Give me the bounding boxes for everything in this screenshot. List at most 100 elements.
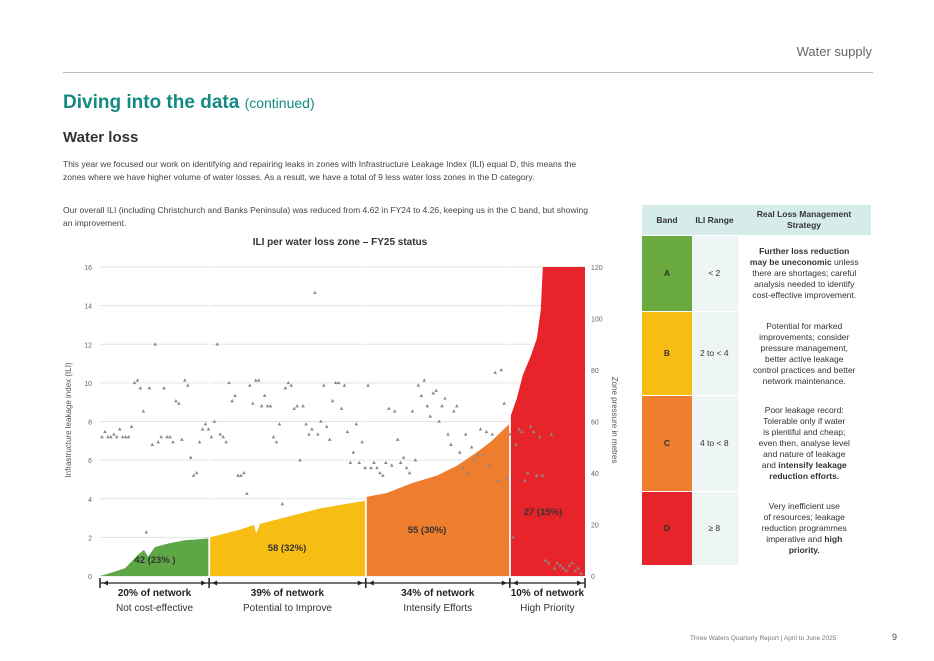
pressure-point bbox=[165, 434, 169, 439]
segment-count-label: 42 (23% ) bbox=[134, 555, 175, 566]
pressure-point bbox=[215, 342, 220, 346]
pressure-point bbox=[573, 568, 577, 573]
pressure-point bbox=[363, 465, 367, 470]
table-header-strategy: Real Loss Management Strategy bbox=[737, 205, 871, 236]
area-not-cost-effective bbox=[100, 538, 210, 576]
pressure-point bbox=[537, 434, 542, 439]
pressure-point bbox=[327, 437, 332, 441]
ili-band-table: Band ILI Range Real Loss Management Stra… bbox=[642, 205, 871, 566]
pressure-point bbox=[502, 401, 506, 405]
section-title: Water loss bbox=[63, 129, 139, 146]
pressure-point bbox=[342, 383, 347, 387]
pressure-point bbox=[307, 432, 311, 436]
pressure-point bbox=[103, 429, 107, 434]
y-tick-label: 12 bbox=[84, 342, 92, 349]
pressure-point bbox=[135, 378, 140, 382]
pressure-point bbox=[106, 434, 110, 439]
pressure-point bbox=[366, 383, 370, 387]
category-label: Intensify Efforts bbox=[403, 603, 472, 614]
pressure-point bbox=[449, 442, 453, 446]
pressure-point bbox=[316, 432, 320, 436]
pressure-point bbox=[191, 473, 196, 477]
pressure-point bbox=[525, 471, 530, 475]
pressure-point bbox=[298, 458, 302, 462]
bracket-arrow-left bbox=[212, 580, 218, 586]
pressure-point bbox=[514, 442, 518, 446]
y-tick-label: 2 bbox=[88, 535, 92, 542]
page-title-suffix: (continued) bbox=[244, 95, 315, 111]
pressure-point bbox=[354, 422, 359, 426]
pressure-point bbox=[256, 378, 261, 382]
pressure-point bbox=[549, 432, 554, 436]
pressure-point bbox=[180, 437, 184, 441]
pressure-point bbox=[292, 406, 296, 410]
y-tick-label: 10 bbox=[84, 381, 92, 388]
pressure-point bbox=[496, 478, 501, 483]
pressure-point bbox=[475, 452, 480, 457]
pressure-point bbox=[295, 404, 299, 408]
y2-tick-label: 0 bbox=[591, 574, 595, 581]
ili-range-cell: ≥ 8 bbox=[692, 491, 737, 566]
pressure-point bbox=[336, 380, 341, 385]
pressure-point bbox=[389, 463, 394, 467]
pressure-point bbox=[185, 383, 190, 387]
network-share-label: 20% of network bbox=[118, 588, 192, 599]
pressure-point bbox=[277, 422, 282, 426]
footer-page-number: 9 bbox=[892, 632, 898, 642]
pressure-point bbox=[487, 463, 492, 467]
pressure-point bbox=[177, 401, 181, 405]
pressure-point bbox=[478, 427, 483, 431]
pressure-point bbox=[224, 440, 228, 444]
pressure-point bbox=[567, 563, 571, 567]
pressure-point bbox=[150, 442, 155, 446]
pressure-point bbox=[339, 406, 344, 410]
pressure-point bbox=[378, 471, 382, 475]
paragraph-intro: This year we focused our work on identif… bbox=[63, 159, 577, 182]
segment-count-label: 58 (32%) bbox=[268, 543, 307, 554]
pressure-point bbox=[395, 437, 400, 441]
network-share-label: 39% of network bbox=[251, 588, 325, 599]
pressure-point bbox=[505, 476, 509, 480]
pressure-point bbox=[446, 432, 450, 436]
pressure-point bbox=[440, 404, 444, 408]
pressure-point bbox=[245, 491, 249, 495]
pressure-point bbox=[141, 409, 146, 413]
strategy-cell: Poor leakage record: Tolerable only if wa… bbox=[736, 395, 871, 492]
pressure-point bbox=[360, 440, 364, 444]
pressure-point bbox=[570, 561, 574, 565]
pressure-point bbox=[153, 342, 158, 346]
pressure-point bbox=[138, 386, 143, 390]
y-tick-label: 16 bbox=[84, 265, 92, 272]
pressure-point bbox=[357, 460, 362, 464]
pressure-point bbox=[419, 393, 424, 398]
pressure-point bbox=[123, 434, 128, 439]
pressure-point bbox=[384, 460, 388, 464]
pressure-point bbox=[413, 458, 418, 462]
pressure-point bbox=[404, 465, 409, 470]
y2-tick-label: 80 bbox=[591, 368, 599, 375]
category-label: Potential to Improve bbox=[243, 603, 332, 614]
pressure-point bbox=[552, 566, 557, 570]
network-share-label: 10% of network bbox=[511, 588, 585, 599]
bracket-arrow-right bbox=[357, 580, 363, 586]
pressure-point bbox=[324, 424, 329, 428]
pressure-point bbox=[209, 434, 214, 439]
pressure-point bbox=[546, 561, 551, 565]
pressure-point bbox=[120, 434, 125, 439]
pressure-point bbox=[392, 409, 397, 413]
pressure-point bbox=[348, 460, 353, 464]
pressure-point bbox=[431, 391, 435, 395]
pressure-point bbox=[126, 434, 131, 439]
bracket-arrow-left bbox=[368, 580, 374, 586]
table-body: A < 2 Further loss reduction may be unecono… bbox=[642, 235, 871, 566]
pressure-point bbox=[484, 429, 489, 434]
pressure-point bbox=[401, 455, 406, 459]
strategy-cell: Very inefficient use of resources; leakag… bbox=[736, 491, 871, 566]
bracket-arrow-left bbox=[512, 580, 518, 586]
pressure-point bbox=[233, 393, 237, 398]
pressure-point bbox=[564, 568, 569, 573]
pressure-point bbox=[144, 530, 149, 534]
y2-tick-label: 20 bbox=[591, 523, 599, 530]
table-header-row: Band ILI Range Real Loss Management Stra… bbox=[642, 205, 871, 236]
